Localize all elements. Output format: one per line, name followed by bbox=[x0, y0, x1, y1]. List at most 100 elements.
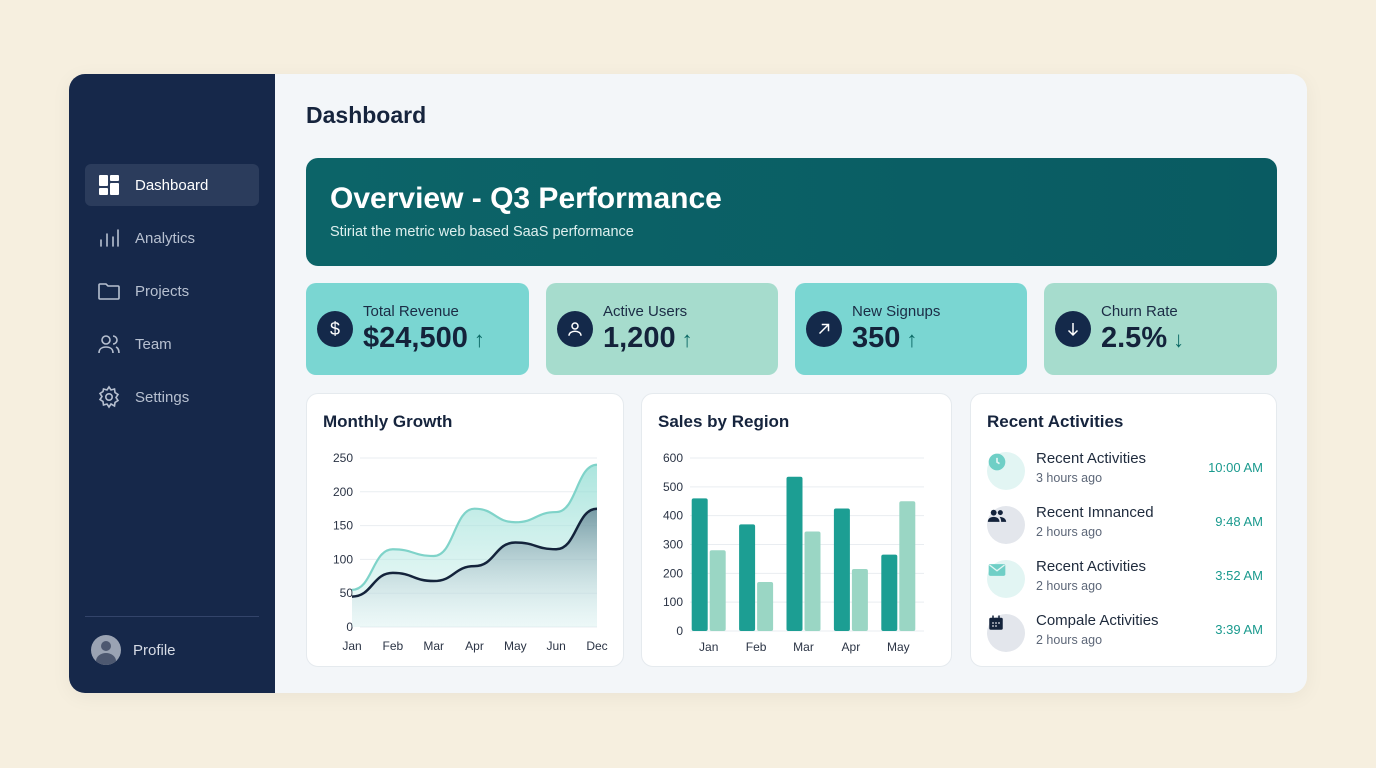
x-tick-label: Apr bbox=[842, 640, 861, 654]
activity-subtitle: 2 hours ago bbox=[1036, 525, 1103, 539]
series-line bbox=[351, 507, 598, 598]
sales-by-region-chart: 0 100 200 300 400 500 600 Jan Feb Mar Apr May bbox=[663, 451, 924, 654]
sidebar-item-dashboard[interactable]: Dashboard bbox=[85, 164, 259, 206]
page-title: Dashboard bbox=[306, 102, 427, 128]
x-tick-label: Feb bbox=[382, 639, 403, 653]
user-icon bbox=[557, 311, 593, 347]
bar bbox=[851, 569, 868, 631]
sidebar-divider bbox=[85, 616, 259, 617]
sidebar: Dashboard Analytics Projects Team Settin… bbox=[69, 74, 275, 693]
sidebar-item-label: Team bbox=[135, 335, 172, 353]
folder-icon bbox=[98, 283, 120, 300]
x-tick-label: Mar bbox=[423, 639, 444, 653]
kpi-value: 350 bbox=[852, 322, 901, 354]
y-tick-label: 400 bbox=[663, 509, 683, 523]
activity-subtitle: 2 hours ago bbox=[1036, 579, 1103, 593]
activity-item[interactable]: Recent Imnanced 2 hours ago 9:48 AM bbox=[987, 504, 1263, 548]
sidebar-item-team[interactable]: Team bbox=[85, 323, 259, 365]
bar bbox=[804, 531, 821, 631]
x-tick-label: May bbox=[887, 640, 910, 654]
y-tick-label: 200 bbox=[663, 566, 683, 580]
activity-subtitle: 3 hours ago bbox=[1036, 471, 1103, 485]
arrow-down-icon bbox=[1055, 311, 1091, 347]
sidebar-item-analytics[interactable]: Analytics bbox=[85, 217, 259, 259]
dashboard-icon bbox=[99, 175, 119, 195]
series-area bbox=[352, 508, 597, 627]
sidebar-item-label: Settings bbox=[135, 388, 190, 406]
y-tick-label: 200 bbox=[333, 485, 353, 499]
banner-title: Overview - Q3 Performance bbox=[330, 182, 722, 215]
x-tick-label: Mar bbox=[793, 640, 814, 654]
avatar bbox=[91, 635, 121, 665]
sales-by-region-panel: 0 100 200 300 400 500 600 Jan Feb Mar Apr May Sales… bbox=[641, 393, 952, 667]
team-icon bbox=[98, 335, 120, 354]
y-tick-label: 300 bbox=[663, 538, 683, 552]
bar bbox=[691, 498, 708, 631]
kpi-card-signups[interactable]: New Signups 350 ↑ bbox=[795, 283, 1027, 375]
bar bbox=[709, 550, 726, 631]
recent-activities-panel: Recent Activities Recent Activities 3 ho… bbox=[970, 393, 1277, 667]
kpi-card-revenue[interactable]: $ Total Revenue $24,500 ↑ bbox=[306, 283, 529, 375]
kpi-value: 1,200 bbox=[603, 322, 676, 354]
app-window: Dashboard Analytics Projects Team Settin… bbox=[69, 74, 1307, 693]
sidebar-item-label: Dashboard bbox=[135, 176, 209, 194]
activities-title: Recent Activities bbox=[987, 412, 1124, 431]
kpi-label: Total Revenue bbox=[363, 303, 459, 320]
y-tick-label: 0 bbox=[676, 624, 683, 638]
activity-title: Recent Activities bbox=[1036, 450, 1147, 467]
monthly-growth-chart: 0 50 100 150 200 250 Jan Feb Mar Apr May Jun Dec bbox=[333, 451, 608, 653]
bar bbox=[739, 524, 756, 631]
y-tick-label: 600 bbox=[663, 451, 683, 465]
bar bbox=[786, 476, 803, 631]
x-tick-label: Jun bbox=[546, 639, 565, 653]
arrow-up-icon: ↑ bbox=[906, 327, 918, 352]
kpi-card-users[interactable]: Active Users 1,200 ↑ bbox=[546, 283, 778, 375]
bar bbox=[899, 501, 916, 631]
sidebar-item-projects[interactable]: Projects bbox=[85, 270, 259, 312]
calendar-icon bbox=[987, 614, 1025, 652]
x-tick-label: May bbox=[504, 639, 527, 653]
arrow-up-icon: ↑ bbox=[681, 327, 693, 352]
mail-icon bbox=[987, 560, 1025, 598]
activity-time: 3:39 AM bbox=[1215, 622, 1263, 637]
kpi-label: Churn Rate bbox=[1101, 303, 1178, 320]
x-tick-label: Jan bbox=[699, 640, 718, 654]
dollar-icon: $ bbox=[317, 311, 353, 347]
activity-title: Compale Activities bbox=[1036, 612, 1159, 629]
y-tick-label: 500 bbox=[663, 480, 683, 494]
profile-label: Profile bbox=[133, 641, 176, 659]
activity-title: Recent Imnanced bbox=[1036, 504, 1154, 521]
activity-item[interactable]: Compale Activities 2 hours ago 3:39 AM bbox=[987, 612, 1263, 656]
kpi-card-churn[interactable]: Churn Rate 2.5% ↓ bbox=[1044, 283, 1277, 375]
kpi-value: $24,500 bbox=[363, 322, 468, 354]
kpi-label: New Signups bbox=[852, 303, 941, 320]
monthly-growth-panel: 0 50 100 150 200 250 Jan Feb Mar Apr May Jun Dec Mon… bbox=[306, 393, 624, 667]
y-tick-label: 100 bbox=[663, 595, 683, 609]
y-tick-label: 50 bbox=[340, 586, 354, 600]
bar bbox=[833, 508, 850, 631]
sidebar-item-settings[interactable]: Settings bbox=[85, 376, 259, 418]
chart-title: Monthly Growth bbox=[323, 412, 453, 431]
banner-subtitle: Stiriat the metric web based SaaS perfor… bbox=[330, 224, 634, 240]
sidebar-item-label: Projects bbox=[135, 282, 190, 300]
bar bbox=[881, 554, 898, 631]
activity-time: 3:52 AM bbox=[1215, 568, 1263, 583]
kpi-value: 2.5% bbox=[1101, 322, 1168, 354]
y-tick-label: 250 bbox=[333, 451, 353, 465]
chart-title: Sales by Region bbox=[658, 412, 790, 431]
bar-chart-icon bbox=[100, 229, 119, 247]
x-tick-label: Apr bbox=[465, 639, 484, 653]
overview-banner: Overview - Q3 Performance Stiriat the me… bbox=[306, 158, 1277, 266]
activity-time: 10:00 AM bbox=[1208, 460, 1263, 475]
x-tick-label: Feb bbox=[746, 640, 767, 654]
arrow-down-icon: ↓ bbox=[1173, 327, 1185, 352]
y-tick-label: 100 bbox=[333, 552, 353, 566]
series-line bbox=[351, 463, 598, 591]
x-tick-label: Dec bbox=[586, 639, 607, 653]
profile-button[interactable]: Profile bbox=[91, 635, 176, 665]
activity-item[interactable]: Recent Activities 2 hours ago 3:52 AM bbox=[987, 558, 1263, 602]
arrow-up-right-icon bbox=[806, 311, 842, 347]
activity-title: Recent Activities bbox=[1036, 558, 1147, 575]
activity-item[interactable]: Recent Activities 3 hours ago 10:00 AM bbox=[987, 450, 1263, 494]
gear-icon bbox=[98, 385, 120, 409]
